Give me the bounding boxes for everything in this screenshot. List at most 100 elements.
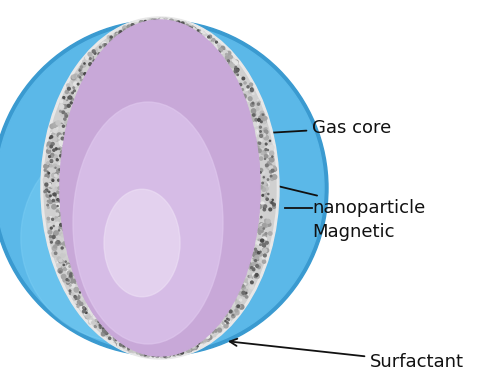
- Circle shape: [48, 196, 50, 198]
- Circle shape: [56, 201, 60, 205]
- Circle shape: [270, 176, 272, 177]
- Circle shape: [52, 200, 54, 202]
- Circle shape: [262, 182, 264, 184]
- Circle shape: [106, 332, 110, 336]
- Circle shape: [214, 45, 217, 49]
- Circle shape: [218, 328, 222, 332]
- Circle shape: [140, 21, 143, 24]
- Circle shape: [56, 219, 59, 222]
- Circle shape: [262, 119, 266, 123]
- Circle shape: [52, 246, 56, 250]
- Circle shape: [266, 147, 270, 151]
- Text: Magnetic: Magnetic: [312, 223, 394, 241]
- Circle shape: [234, 70, 237, 73]
- Circle shape: [56, 159, 58, 161]
- Circle shape: [240, 299, 242, 301]
- Circle shape: [44, 180, 47, 184]
- Circle shape: [78, 83, 79, 85]
- Circle shape: [48, 191, 50, 192]
- Circle shape: [256, 118, 259, 121]
- Circle shape: [119, 32, 122, 35]
- Circle shape: [204, 37, 208, 41]
- Circle shape: [248, 262, 252, 266]
- Circle shape: [21, 134, 229, 342]
- Circle shape: [198, 30, 202, 34]
- Circle shape: [262, 224, 263, 225]
- Circle shape: [182, 22, 186, 26]
- Circle shape: [61, 106, 63, 108]
- Circle shape: [61, 137, 64, 140]
- Circle shape: [140, 353, 142, 355]
- Circle shape: [247, 86, 249, 88]
- Circle shape: [56, 184, 58, 186]
- Circle shape: [267, 154, 272, 158]
- Circle shape: [0, 20, 328, 356]
- Circle shape: [72, 81, 74, 83]
- Circle shape: [260, 129, 263, 132]
- Circle shape: [46, 189, 48, 192]
- Circle shape: [57, 169, 60, 173]
- Circle shape: [92, 58, 94, 61]
- Circle shape: [63, 250, 66, 253]
- Circle shape: [59, 214, 64, 218]
- Circle shape: [190, 348, 192, 350]
- Circle shape: [260, 130, 262, 131]
- Circle shape: [257, 259, 258, 260]
- Circle shape: [64, 101, 66, 103]
- Circle shape: [86, 311, 87, 313]
- Circle shape: [96, 323, 98, 325]
- Circle shape: [46, 231, 50, 235]
- Circle shape: [188, 347, 192, 352]
- Circle shape: [236, 70, 238, 72]
- Circle shape: [266, 242, 268, 243]
- Circle shape: [48, 170, 51, 174]
- Circle shape: [194, 344, 198, 347]
- Circle shape: [120, 30, 122, 33]
- Circle shape: [251, 112, 253, 114]
- Circle shape: [80, 66, 82, 68]
- Circle shape: [62, 242, 67, 246]
- Circle shape: [236, 301, 240, 305]
- Circle shape: [217, 45, 220, 48]
- Circle shape: [255, 255, 259, 260]
- Circle shape: [255, 130, 260, 134]
- Circle shape: [235, 60, 238, 63]
- Circle shape: [45, 174, 49, 178]
- Circle shape: [148, 354, 150, 356]
- Circle shape: [61, 247, 63, 249]
- Circle shape: [60, 253, 64, 258]
- Circle shape: [52, 133, 55, 136]
- Circle shape: [261, 114, 264, 117]
- Circle shape: [90, 58, 91, 59]
- Circle shape: [47, 162, 50, 165]
- Circle shape: [180, 22, 183, 25]
- Circle shape: [56, 139, 58, 141]
- Circle shape: [207, 339, 210, 341]
- Circle shape: [226, 322, 228, 323]
- Circle shape: [203, 33, 205, 35]
- Circle shape: [258, 225, 261, 228]
- Circle shape: [248, 279, 253, 283]
- Circle shape: [144, 353, 147, 356]
- Circle shape: [219, 329, 221, 331]
- Circle shape: [124, 29, 126, 32]
- Circle shape: [214, 48, 218, 51]
- Circle shape: [149, 19, 152, 22]
- Circle shape: [264, 207, 266, 211]
- Circle shape: [102, 326, 105, 329]
- Circle shape: [182, 22, 184, 25]
- Circle shape: [268, 193, 269, 195]
- Circle shape: [208, 36, 210, 38]
- Circle shape: [68, 97, 70, 99]
- Circle shape: [246, 296, 248, 298]
- Circle shape: [58, 232, 62, 235]
- Circle shape: [261, 202, 264, 205]
- Circle shape: [56, 210, 58, 212]
- Circle shape: [225, 322, 226, 323]
- Circle shape: [168, 19, 172, 23]
- Circle shape: [82, 302, 84, 304]
- Circle shape: [263, 234, 266, 238]
- Circle shape: [49, 183, 51, 185]
- Circle shape: [262, 256, 265, 259]
- Circle shape: [223, 321, 225, 324]
